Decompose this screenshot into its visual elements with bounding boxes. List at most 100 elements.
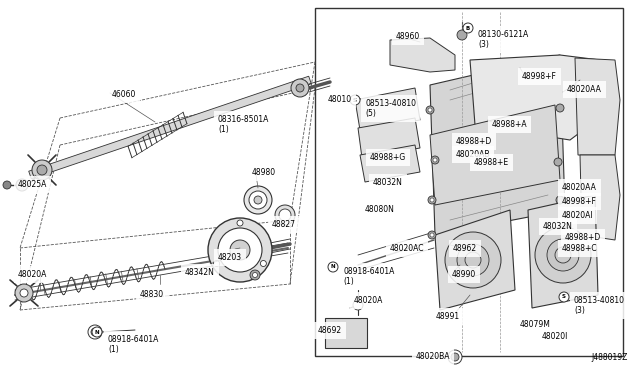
Circle shape [451, 353, 459, 361]
Circle shape [426, 106, 434, 114]
Text: 48020A: 48020A [354, 296, 383, 305]
Circle shape [428, 196, 436, 204]
Circle shape [37, 165, 47, 175]
Circle shape [244, 186, 272, 214]
Text: 48020AC: 48020AC [390, 244, 424, 253]
Text: 48830: 48830 [140, 290, 164, 299]
Text: 48080N: 48080N [365, 205, 395, 214]
Circle shape [296, 84, 304, 92]
Circle shape [32, 160, 52, 180]
Text: S: S [353, 97, 357, 103]
Polygon shape [390, 38, 455, 72]
Text: 48203: 48203 [218, 253, 242, 262]
Circle shape [457, 244, 489, 276]
Circle shape [92, 327, 102, 337]
Text: 48988+D: 48988+D [565, 233, 601, 242]
Circle shape [465, 252, 481, 268]
Circle shape [214, 260, 220, 266]
Circle shape [237, 220, 243, 226]
Text: 48988+E: 48988+E [474, 158, 509, 167]
Polygon shape [575, 58, 620, 155]
Text: 48962: 48962 [453, 244, 477, 253]
Circle shape [555, 247, 571, 263]
Circle shape [350, 95, 360, 105]
Text: N: N [95, 330, 99, 334]
Text: 48032N: 48032N [543, 222, 573, 231]
Circle shape [260, 260, 266, 266]
Text: N: N [331, 264, 335, 269]
Text: 46060: 46060 [112, 90, 136, 99]
Circle shape [279, 209, 291, 221]
Circle shape [254, 196, 262, 204]
Text: 48025A: 48025A [18, 180, 47, 189]
Circle shape [218, 228, 262, 272]
Circle shape [208, 218, 272, 282]
Text: 48020BA: 48020BA [416, 352, 451, 361]
Text: 48980: 48980 [252, 168, 276, 177]
Text: 48988+C: 48988+C [562, 244, 598, 253]
Circle shape [15, 284, 33, 302]
Polygon shape [430, 105, 560, 205]
Circle shape [448, 350, 462, 364]
Circle shape [556, 196, 564, 204]
Circle shape [554, 158, 562, 166]
Circle shape [535, 227, 591, 283]
Circle shape [88, 325, 102, 339]
Circle shape [445, 232, 501, 288]
Text: J488019Z: J488019Z [591, 353, 628, 362]
Circle shape [457, 30, 467, 40]
Polygon shape [470, 55, 610, 140]
Circle shape [428, 231, 436, 239]
Text: 48960: 48960 [396, 32, 420, 41]
Polygon shape [580, 155, 620, 240]
Circle shape [428, 108, 432, 112]
Text: 48998+F: 48998+F [562, 197, 597, 206]
Circle shape [556, 104, 564, 112]
Circle shape [250, 270, 260, 280]
Circle shape [431, 156, 439, 164]
Circle shape [559, 292, 569, 302]
Text: 48692: 48692 [318, 326, 342, 335]
Text: 48988+D: 48988+D [456, 137, 492, 146]
Circle shape [430, 198, 434, 202]
Polygon shape [528, 195, 598, 308]
Circle shape [230, 240, 250, 260]
Circle shape [20, 289, 28, 297]
Bar [325, 318, 367, 348]
Text: 08316-8501A
(1): 08316-8501A (1) [218, 115, 269, 134]
Text: 48020AI: 48020AI [562, 211, 594, 220]
Text: 48079M: 48079M [520, 320, 551, 329]
Bar [315, 8, 623, 356]
Text: 48827: 48827 [272, 220, 296, 229]
Text: 48020AA: 48020AA [562, 183, 597, 192]
Text: 48991: 48991 [436, 312, 460, 321]
Polygon shape [360, 145, 420, 182]
Polygon shape [430, 55, 565, 235]
Polygon shape [29, 76, 311, 179]
Circle shape [328, 262, 338, 272]
Text: 08130-6121A
(3): 08130-6121A (3) [478, 30, 529, 49]
Text: 48020AB: 48020AB [456, 150, 490, 159]
Circle shape [3, 181, 11, 189]
Circle shape [91, 328, 99, 336]
Polygon shape [355, 88, 420, 130]
Circle shape [547, 239, 579, 271]
Text: 48032N: 48032N [373, 178, 403, 187]
Polygon shape [435, 210, 515, 310]
Text: 08918-6401A
(1): 08918-6401A (1) [343, 267, 394, 286]
Circle shape [463, 23, 473, 33]
Text: 48990: 48990 [452, 270, 476, 279]
Circle shape [430, 233, 434, 237]
Circle shape [16, 179, 28, 191]
Text: 48020A: 48020A [18, 270, 47, 279]
Text: 48998+F: 48998+F [522, 72, 557, 81]
Text: 48342N: 48342N [185, 268, 215, 277]
Circle shape [353, 300, 363, 310]
Text: 08513-40810
(5): 08513-40810 (5) [365, 99, 416, 118]
Text: 08918-6401A
(1): 08918-6401A (1) [108, 335, 159, 355]
Text: S: S [562, 295, 566, 299]
Text: 48020AA: 48020AA [567, 85, 602, 94]
Text: 48988+G: 48988+G [370, 153, 406, 162]
Text: 48988+A: 48988+A [492, 120, 527, 129]
Text: 48010: 48010 [328, 95, 352, 104]
